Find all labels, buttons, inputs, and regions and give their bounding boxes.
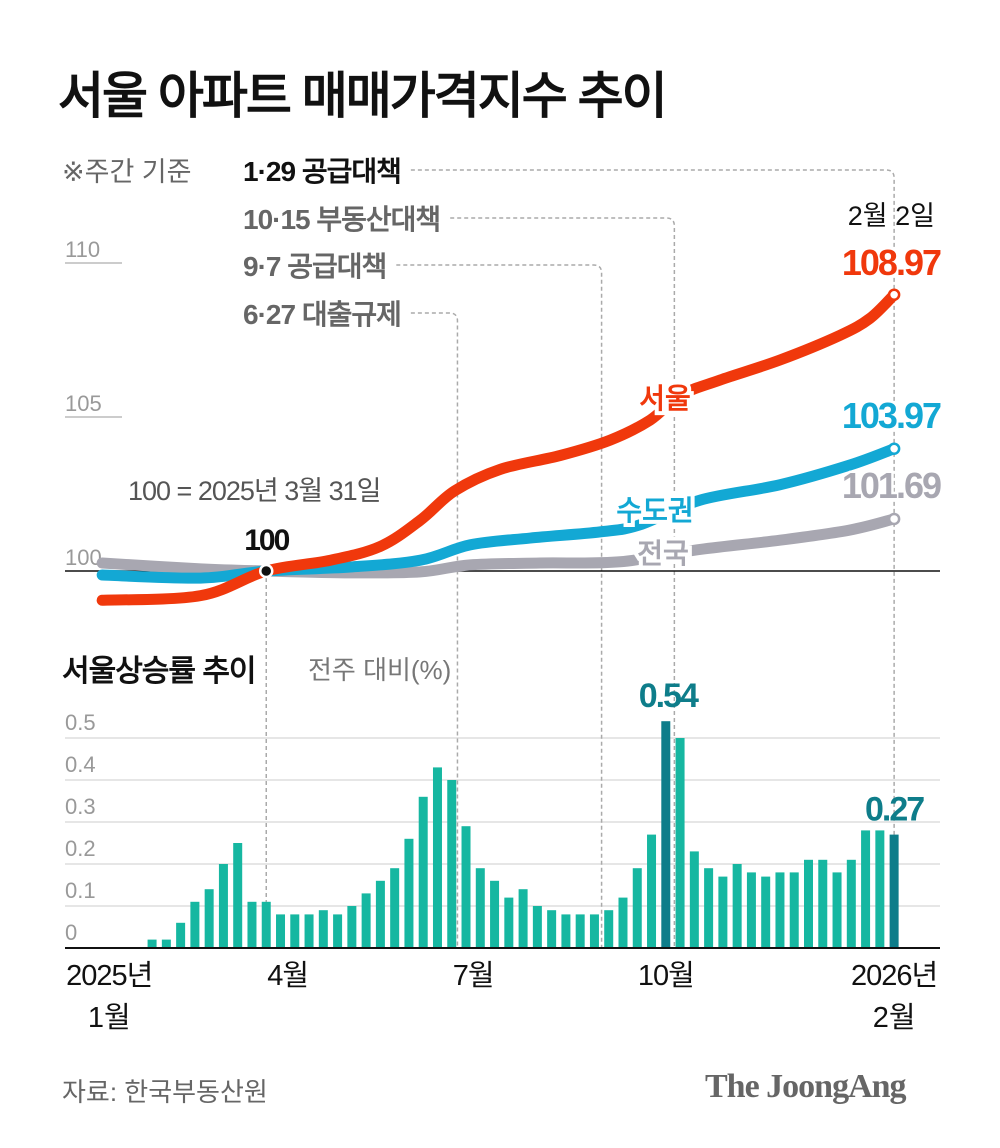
series-end-marker-capital — [887, 442, 901, 455]
event-label: 1·29 공급대책 — [243, 156, 401, 187]
x-tick-label: 2026년 — [851, 960, 937, 992]
bar — [518, 889, 528, 948]
source-note: 자료: 한국부동산원 — [62, 1077, 268, 1107]
bar — [861, 830, 871, 948]
bar — [147, 939, 157, 948]
bar — [547, 910, 557, 948]
bar — [390, 868, 400, 948]
bar — [361, 893, 371, 948]
bar — [161, 939, 171, 948]
bar-y-tick-label: 0.3 — [65, 794, 96, 819]
series-label-national: 전국 — [637, 538, 689, 569]
x-tick-label: 2월 — [873, 1001, 916, 1034]
event-label: 6·27 대출규제 — [243, 299, 401, 330]
event-leader-line — [450, 217, 676, 948]
x-tick-label: 7월 — [453, 959, 494, 992]
bar — [290, 914, 300, 948]
bar — [647, 834, 657, 948]
bar — [218, 864, 228, 948]
base-point-marker — [258, 563, 274, 579]
bar-y-tick-label: 0.5 — [65, 710, 96, 735]
subchart-unit: 전주 대비(%) — [308, 655, 452, 685]
bar — [661, 721, 671, 948]
bar — [575, 914, 585, 948]
publisher-logo: The JoongAng — [705, 1068, 907, 1105]
bar-y-tick-label: 0 — [65, 920, 77, 945]
weekly-basis-note: ※주간 기준 — [62, 157, 192, 187]
base-date-note: 100 = 2025년 3월 31일 — [128, 476, 380, 506]
subchart-title: 서울상승률 추이 — [62, 655, 257, 688]
bar — [304, 914, 314, 948]
bar — [176, 922, 186, 948]
bar — [818, 859, 828, 948]
x-tick-label: 1월 — [88, 1001, 131, 1034]
bar — [261, 901, 271, 948]
bar — [789, 872, 799, 948]
bar — [347, 906, 357, 948]
bar — [732, 864, 742, 948]
bar — [618, 897, 628, 948]
y-tick-label: 100 — [65, 545, 102, 570]
bar — [475, 868, 485, 948]
bar — [333, 914, 343, 948]
bar — [761, 876, 771, 948]
bar-y-tick-label: 0.2 — [65, 836, 96, 861]
event-label: 10·15 부동산대책 — [243, 204, 440, 235]
bar — [418, 796, 428, 948]
series-end-value-seoul: 108.97 — [842, 242, 941, 283]
series-end-marker-seoul — [887, 288, 901, 301]
bar — [504, 897, 514, 948]
bar — [490, 880, 500, 948]
y-tick-label: 110 — [65, 237, 100, 262]
series-label-capital: 수도권 — [616, 495, 693, 526]
x-tick-label: 4월 — [267, 959, 308, 992]
series-label-seoul: 서울 — [639, 383, 691, 414]
bar-y-tick-label: 0.4 — [65, 752, 96, 777]
bar — [832, 872, 842, 948]
bar — [704, 868, 714, 948]
bar — [318, 910, 328, 948]
bar — [604, 910, 614, 948]
series-end-marker-national — [887, 512, 901, 526]
x-tick-label: 10월 — [638, 959, 694, 992]
x-tick-label: 2025년 — [66, 960, 152, 992]
bar — [632, 868, 642, 948]
bar — [432, 767, 442, 948]
bar — [846, 859, 856, 948]
series-end-value-capital: 103.97 — [842, 395, 941, 436]
event-leader-line — [410, 312, 459, 948]
event-leader-line — [396, 264, 603, 948]
base-value-label: 100 — [244, 524, 289, 557]
bar — [889, 834, 899, 948]
bar — [561, 914, 571, 948]
bar — [276, 914, 286, 948]
bar — [746, 872, 756, 948]
bar — [404, 838, 414, 948]
series-line-seoul — [96, 289, 900, 606]
bar — [233, 843, 243, 948]
bar — [589, 914, 599, 948]
bar — [190, 901, 200, 948]
bar — [675, 738, 685, 948]
bar — [461, 826, 471, 948]
bar-y-tick-label: 0.1 — [65, 878, 96, 903]
bar — [247, 901, 257, 948]
end-date-label: 2월 2일 — [848, 201, 935, 231]
bar — [447, 780, 457, 948]
bar — [718, 876, 728, 948]
bar — [532, 906, 542, 948]
bar — [875, 830, 885, 948]
bar — [204, 889, 214, 948]
series-end-value-national: 101.69 — [842, 465, 941, 506]
bar — [775, 872, 785, 948]
bar — [804, 859, 813, 948]
bar — [375, 880, 385, 948]
y-tick-label: 105 — [65, 391, 102, 416]
bar-value-label: 0.27 — [865, 791, 924, 829]
bar — [689, 851, 699, 948]
chart-title: 서울 아파트 매매가격지수 추이 — [58, 68, 668, 124]
event-label: 9·7 공급대책 — [243, 251, 386, 282]
bar-value-label: 0.54 — [639, 677, 699, 715]
